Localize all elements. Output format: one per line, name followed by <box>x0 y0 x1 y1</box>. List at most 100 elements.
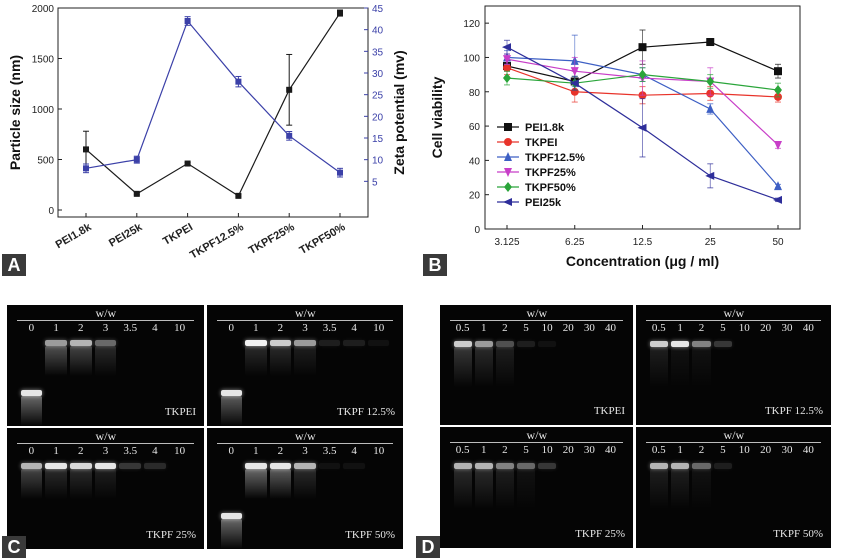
ww-rule <box>646 320 821 321</box>
legend-label: PEI1.8k <box>525 122 565 134</box>
lane-label: 0.5 <box>455 444 470 456</box>
gel-band <box>343 463 365 469</box>
gel-band <box>20 463 43 469</box>
gel-band <box>474 341 493 347</box>
gel-smear <box>94 346 117 376</box>
data-point <box>286 132 293 139</box>
gel-image: w/w 0 1 2 3 3.5 4 10 TKPF 25% <box>7 428 204 549</box>
gel-smear <box>516 469 535 509</box>
lane-label: 2 <box>502 444 508 456</box>
y-tick-label: 0 <box>48 206 54 217</box>
gel-image: w/w 0.5 1 2 5 10 20 30 40 TKPF 50% <box>636 427 831 548</box>
lane-label: 3 <box>102 445 109 457</box>
lane-label: 0 <box>28 445 35 457</box>
gel-smear <box>692 347 711 387</box>
lane-label: 30 <box>583 444 595 456</box>
gel-band <box>670 341 690 347</box>
x-tick-label: 3.125 <box>494 237 519 248</box>
y-tick-label: 60 <box>469 122 481 133</box>
ww-rule <box>646 442 821 443</box>
data-point <box>504 168 512 177</box>
ww-rule <box>217 320 393 321</box>
data-point <box>774 181 782 191</box>
data-point <box>705 171 715 180</box>
gel-band <box>516 463 535 469</box>
data-point <box>504 182 512 192</box>
gel-band <box>343 340 365 346</box>
gel-band <box>220 390 243 396</box>
ww-label: w/w <box>723 428 745 442</box>
x-tick-label: 25 <box>705 237 717 248</box>
y-tick-label: 0 <box>474 225 480 236</box>
data-point <box>773 195 782 204</box>
gel-band <box>453 463 472 469</box>
lane-label: 10 <box>174 445 186 457</box>
gel-band <box>69 340 92 346</box>
lane-label: 3.5 <box>322 322 337 334</box>
gel-band <box>670 463 690 469</box>
gel-sample-label: TKPF 25% <box>146 529 196 541</box>
data-point <box>337 10 343 17</box>
lane-label: 10 <box>541 444 553 456</box>
gel-smear <box>45 469 67 499</box>
gel-smear <box>649 347 668 387</box>
y-tick-label: 1000 <box>32 105 55 116</box>
gel-band <box>269 340 292 346</box>
lane-label: 10 <box>373 322 385 334</box>
y-axis-label: Cell viability <box>429 76 445 158</box>
series-line <box>85 19 341 174</box>
lane-label: 1 <box>253 445 259 457</box>
y-tick-label: 20 <box>469 191 481 202</box>
gel-image: w/w 0 1 2 3 3.5 4 10 TKPEI <box>7 305 204 426</box>
lane-label: 20 <box>760 322 772 334</box>
gel-band <box>538 341 557 347</box>
data-point <box>638 69 647 80</box>
lane-label: 5 <box>523 444 529 456</box>
gel-band <box>367 340 390 346</box>
data-point <box>503 63 511 72</box>
gel-sample-label: TKPF 12.5% <box>336 406 395 418</box>
data-point <box>706 76 715 87</box>
gel-band <box>538 463 557 469</box>
gel-smear <box>20 396 43 426</box>
gel-band <box>318 340 341 346</box>
gel-band <box>94 463 117 469</box>
data-point <box>83 165 89 172</box>
gel-band <box>294 463 316 469</box>
data-point <box>774 85 782 96</box>
gel-smear <box>495 469 514 509</box>
data-point <box>774 140 782 150</box>
gel-smear <box>220 396 243 426</box>
lane-label: 2 <box>277 445 284 457</box>
data-point <box>570 67 579 77</box>
gel-smear <box>245 469 267 499</box>
gel-smear <box>220 519 243 549</box>
lane-label: 0 <box>228 322 235 334</box>
gel-band <box>45 340 67 346</box>
lane-label: 1 <box>677 444 683 456</box>
data-point <box>184 160 191 167</box>
lane-label: 2 <box>277 322 284 334</box>
ww-label: w/w <box>723 306 745 320</box>
lane-label: 2 <box>698 322 705 334</box>
gel-band <box>649 463 668 469</box>
ww-rule <box>450 320 623 321</box>
data-point <box>637 123 647 132</box>
x-tick-label: 12.5 <box>633 237 653 248</box>
data-point <box>184 18 191 24</box>
data-point <box>504 138 512 146</box>
gel-smear <box>69 346 92 376</box>
y2-tick-label: 15 <box>372 134 384 145</box>
data-point <box>504 123 512 131</box>
data-point <box>83 146 89 153</box>
gel-smear <box>69 469 92 499</box>
data-point <box>235 192 242 199</box>
ww-label: w/w <box>95 306 117 320</box>
y2-axis-label: Zeta potential (mv) <box>391 50 407 174</box>
lane-label: 1 <box>53 445 59 457</box>
x-tick-label: TKPF50% <box>298 221 348 257</box>
data-point <box>706 38 715 47</box>
panel-label-b: B <box>423 254 447 276</box>
data-point <box>337 169 343 176</box>
gel-band <box>713 341 732 347</box>
